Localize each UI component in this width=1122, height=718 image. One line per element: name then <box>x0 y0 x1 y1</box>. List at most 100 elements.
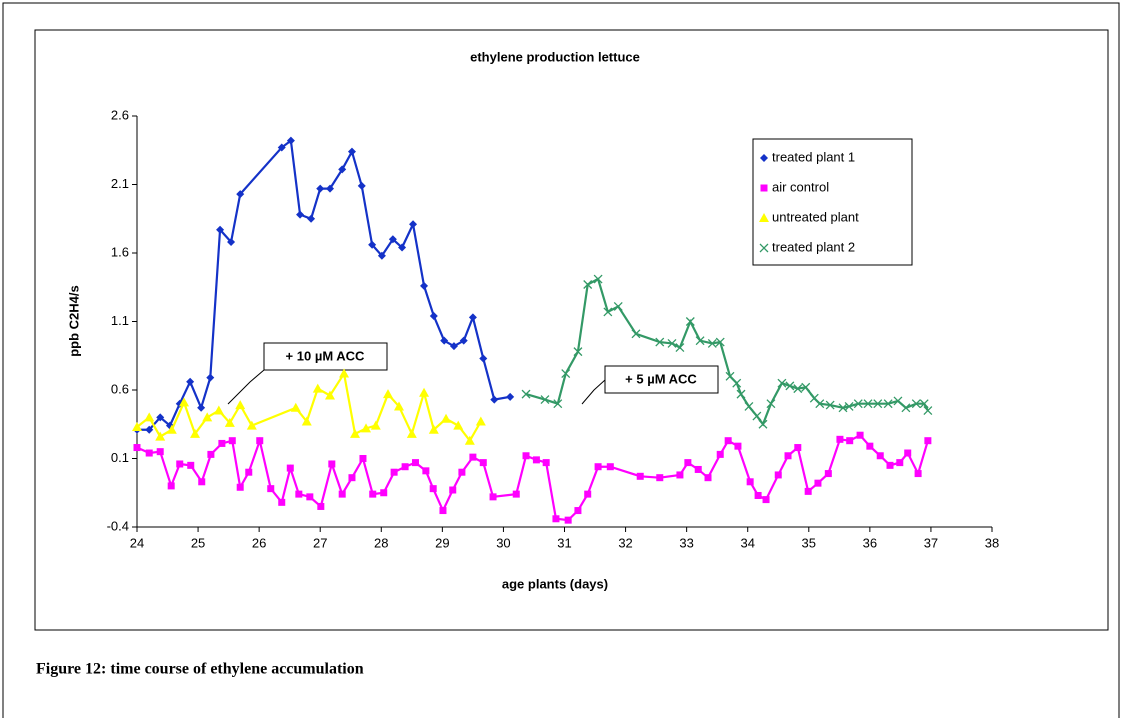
marker <box>758 419 768 429</box>
marker <box>715 337 725 347</box>
marker <box>574 507 582 515</box>
marker <box>411 459 419 467</box>
x-tick-label: 36 <box>863 535 877 550</box>
x-tick-label: 37 <box>924 535 938 550</box>
marker <box>370 420 381 430</box>
marker <box>836 435 844 443</box>
marker <box>814 479 822 487</box>
legend-label: untreated plant <box>772 209 859 224</box>
marker <box>338 165 347 174</box>
annotation-leader <box>227 369 265 405</box>
marker <box>825 400 835 410</box>
marker <box>338 490 346 498</box>
marker <box>469 453 477 461</box>
marker <box>235 400 246 410</box>
x-tick-label: 32 <box>618 535 632 550</box>
marker <box>359 455 367 462</box>
marker <box>277 143 286 152</box>
marker <box>760 184 768 192</box>
y-tick-label: -0.4 <box>107 518 129 533</box>
marker <box>145 449 153 457</box>
marker <box>145 425 154 434</box>
marker <box>675 343 685 352</box>
marker <box>324 390 335 400</box>
marker <box>732 378 742 388</box>
marker <box>328 460 336 468</box>
marker <box>216 225 225 234</box>
marker <box>694 465 702 473</box>
marker <box>347 147 356 156</box>
marker <box>207 450 215 458</box>
y-tick-label: 2.1 <box>111 176 129 191</box>
marker <box>573 347 583 357</box>
marker <box>754 491 762 499</box>
marker <box>744 401 754 411</box>
marker <box>911 399 921 409</box>
marker <box>179 397 190 407</box>
annotation: + 5 µM ACC <box>625 371 697 386</box>
marker <box>886 461 894 469</box>
series-line <box>136 433 929 522</box>
marker <box>853 399 863 409</box>
marker <box>357 181 366 190</box>
x-tick-label: 31 <box>557 535 571 550</box>
marker <box>876 452 884 460</box>
marker <box>593 274 603 284</box>
marker <box>246 420 257 430</box>
y-tick-label: 1.1 <box>111 313 129 328</box>
x-tick-label: 25 <box>191 535 205 550</box>
marker <box>685 317 695 326</box>
marker <box>383 389 394 399</box>
marker <box>458 468 466 476</box>
marker <box>429 485 437 493</box>
marker <box>479 354 488 363</box>
marker <box>667 338 677 348</box>
marker <box>603 307 613 317</box>
marker <box>904 449 912 457</box>
marker <box>766 399 776 409</box>
marker <box>759 213 769 222</box>
marker <box>278 498 286 506</box>
marker <box>606 463 614 471</box>
marker <box>893 396 903 406</box>
marker <box>464 435 475 445</box>
marker <box>459 336 468 345</box>
marker <box>453 420 464 430</box>
marker <box>656 474 664 482</box>
marker <box>227 238 236 247</box>
x-tick-label: 33 <box>679 535 693 550</box>
x-tick-label: 35 <box>802 535 816 550</box>
x-axis-label: age plants (days) <box>502 576 608 591</box>
marker <box>316 184 325 193</box>
marker <box>202 412 213 422</box>
marker <box>449 342 458 351</box>
marker <box>290 402 301 412</box>
marker <box>167 482 175 490</box>
marker <box>724 437 732 445</box>
marker <box>198 478 206 486</box>
marker <box>924 437 932 445</box>
y-tick-label: 0.1 <box>111 450 129 465</box>
marker <box>390 468 398 476</box>
marker <box>759 243 769 253</box>
x-tick-label: 38 <box>985 535 999 550</box>
marker <box>794 444 802 452</box>
marker <box>707 338 717 348</box>
marker <box>584 490 592 498</box>
marker <box>449 486 457 494</box>
marker <box>440 336 449 345</box>
legend-box <box>752 138 913 266</box>
legend-label: air control <box>772 179 829 194</box>
marker <box>286 464 294 472</box>
marker <box>419 387 430 397</box>
marker <box>398 243 407 252</box>
marker <box>784 452 792 460</box>
x-tick-label: 34 <box>740 535 754 550</box>
marker <box>166 424 177 434</box>
marker <box>422 467 430 475</box>
marker <box>762 496 770 504</box>
marker <box>725 371 735 381</box>
marker <box>815 399 825 409</box>
annotation-box <box>604 365 719 394</box>
